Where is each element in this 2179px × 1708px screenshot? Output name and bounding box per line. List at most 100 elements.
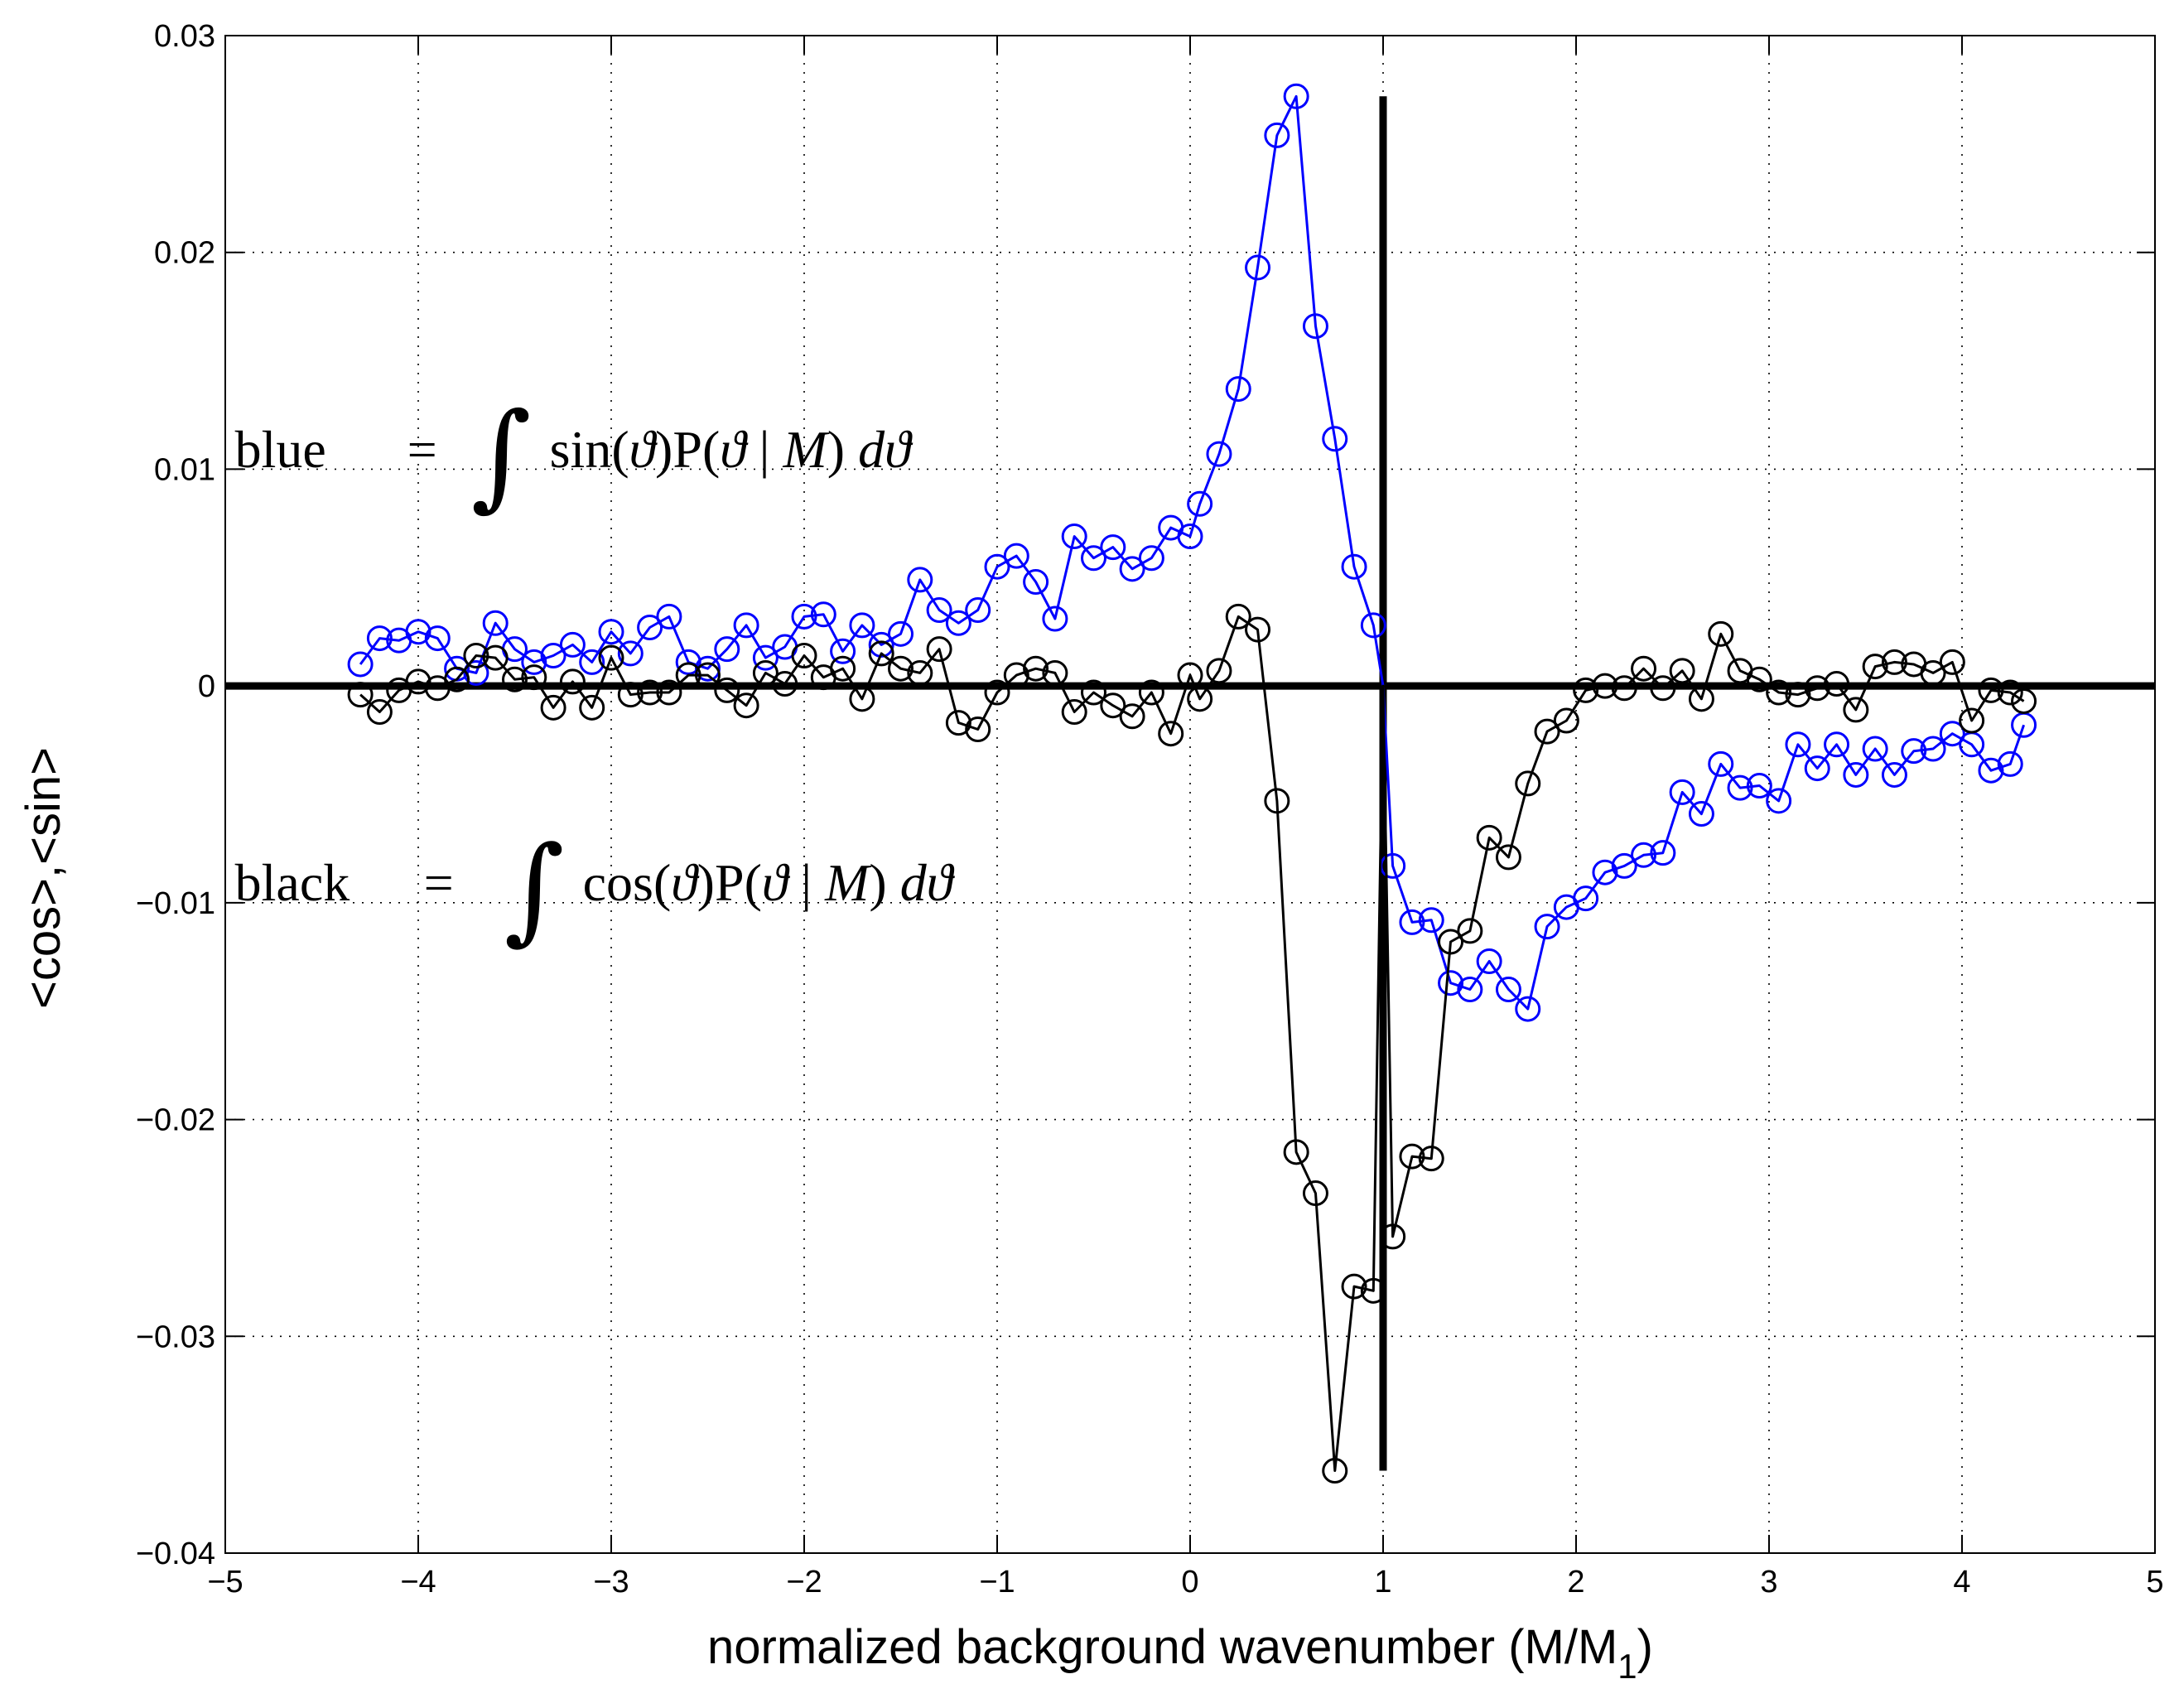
annotation-term: d	[858, 420, 885, 479]
data-point-blue	[695, 655, 721, 682]
data-point-blue	[1206, 441, 1232, 467]
data-point-blue	[1438, 970, 1464, 996]
integral-sign-icon: ∫	[471, 388, 532, 523]
data-point-black	[1708, 620, 1734, 647]
data-point-blue	[1978, 757, 2004, 784]
data-point-black	[675, 662, 701, 688]
data-point-black	[1245, 616, 1271, 643]
data-point-blue	[1592, 859, 1618, 885]
data-point-black	[830, 655, 856, 682]
data-point-blue	[1119, 556, 1145, 582]
data-point-black	[1476, 824, 1502, 851]
annotation-term: |	[788, 853, 825, 912]
data-point-black	[1824, 671, 1850, 697]
data-point-black	[1418, 1146, 1444, 1172]
data-point-blue	[424, 625, 451, 652]
data-point-blue	[1997, 750, 2023, 777]
data-point-blue	[733, 612, 759, 639]
data-point-blue	[945, 610, 971, 636]
data-point-black	[733, 692, 759, 719]
data-point-blue	[347, 651, 374, 678]
annotation-term: )	[827, 420, 858, 479]
series-black	[347, 603, 2037, 1484]
data-point-blue	[1322, 426, 1348, 452]
data-point-black	[347, 682, 374, 708]
data-point-black	[1206, 658, 1232, 684]
data-point-blue	[907, 567, 933, 593]
y-tick-label: −0.03	[136, 1320, 215, 1354]
data-point-blue	[1708, 750, 1734, 777]
x-tick-label: 3	[1760, 1565, 1777, 1599]
data-point-blue	[675, 649, 701, 675]
data-point-black	[2011, 688, 2037, 714]
data-point-black	[559, 668, 586, 695]
annotation-term: cos(	[583, 853, 672, 912]
y-tick-label: −0.04	[136, 1537, 215, 1571]
data-point-black	[656, 679, 682, 706]
data-point-blue	[540, 643, 566, 669]
data-point-blue	[1177, 523, 1203, 550]
data-point-blue	[1187, 490, 1213, 517]
data-point-blue	[984, 553, 1010, 580]
annotation-term: d	[900, 853, 928, 912]
annotation-lhs: blue	[235, 420, 326, 479]
data-point-black	[1611, 675, 1637, 702]
data-point-blue	[1418, 907, 1444, 934]
data-point-black	[1553, 707, 1579, 734]
data-point-black	[888, 655, 914, 682]
data-point-black	[1534, 718, 1560, 745]
data-point-black	[1399, 1143, 1425, 1170]
data-point-black	[1177, 662, 1203, 688]
data-point-black	[1766, 679, 1792, 706]
data-point-blue	[1920, 736, 1946, 762]
data-point-blue	[714, 636, 740, 663]
data-point-black	[540, 694, 566, 721]
x-tick-label: 4	[1953, 1565, 1970, 1599]
data-point-black	[1138, 679, 1164, 706]
annotation-blue: blue = ∫ sin(ϑ)P(ϑ | M) dϑ	[235, 388, 914, 523]
data-point-black	[1380, 1223, 1406, 1250]
data-point-blue	[1727, 774, 1753, 801]
series-line-black	[359, 615, 2025, 1472]
data-point-black	[405, 668, 431, 695]
x-tick-label: 0	[1181, 1565, 1198, 1599]
x-tick-label: 5	[2146, 1565, 2163, 1599]
data-point-blue	[1843, 761, 1869, 788]
data-point-blue	[1302, 313, 1328, 340]
data-point-black	[1495, 844, 1521, 871]
data-point-blue	[1746, 773, 1772, 799]
data-point-black	[1804, 675, 1830, 702]
data-point-black	[1225, 603, 1251, 630]
data-point-black	[1023, 655, 1049, 682]
data-point-black	[463, 643, 489, 669]
data-point-black	[1650, 675, 1676, 702]
data-point-black	[1003, 662, 1029, 688]
annotation-term: |	[746, 420, 783, 479]
data-point-black	[926, 636, 952, 663]
data-point-blue	[752, 644, 779, 671]
data-point-blue	[1061, 523, 1087, 550]
data-point-blue	[1766, 788, 1792, 814]
data-point-black	[1457, 918, 1483, 944]
data-point-blue	[1650, 840, 1676, 866]
data-point-blue	[1138, 545, 1164, 572]
data-point-black	[1669, 658, 1695, 684]
data-point-black	[1920, 659, 1946, 686]
data-point-black	[791, 643, 817, 669]
data-point-black	[1515, 770, 1541, 797]
data-point-black	[1881, 649, 1907, 675]
data-point-blue	[791, 603, 817, 630]
data-point-black	[1631, 655, 1657, 682]
x-tick-label: 2	[1567, 1565, 1584, 1599]
data-point-black	[945, 710, 971, 736]
series-layer	[347, 83, 2037, 1484]
data-point-blue	[559, 631, 586, 658]
x-axis-title-main: normalized background wavenumber (M/M	[707, 1620, 1617, 1674]
data-point-black	[579, 694, 605, 721]
data-point-blue	[637, 614, 663, 640]
data-point-blue	[1245, 254, 1271, 281]
data-point-blue	[1495, 977, 1521, 1003]
data-point-black	[772, 671, 798, 697]
data-point-blue	[1457, 977, 1483, 1003]
annotation-term: M	[824, 853, 872, 912]
